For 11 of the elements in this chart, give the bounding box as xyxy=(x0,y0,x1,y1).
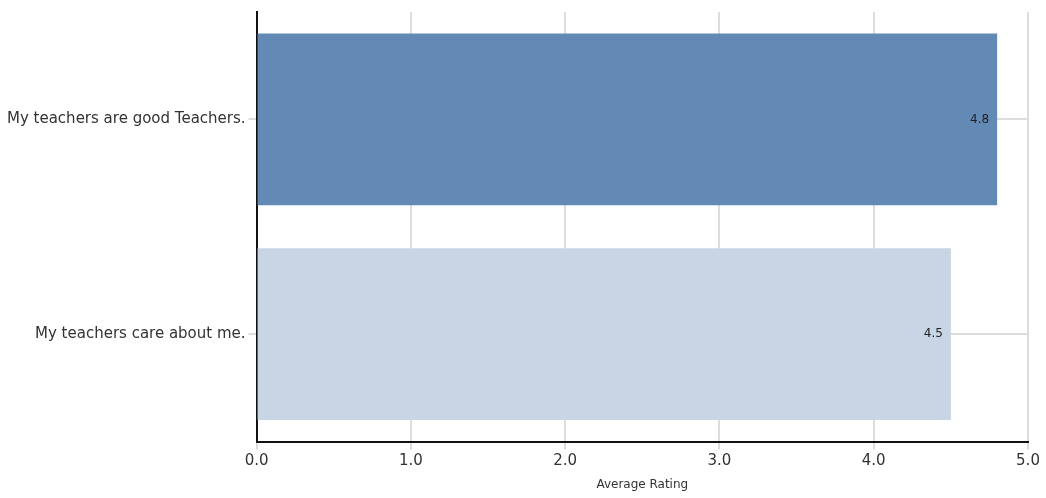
x-tick-label: 0.0 xyxy=(244,451,269,470)
x-tick-label: 5.0 xyxy=(1016,451,1040,470)
x-tick-label: 2.0 xyxy=(553,451,578,470)
x-tick-label: 3.0 xyxy=(707,451,732,470)
data-label: 4.8 xyxy=(970,111,990,126)
data-label: 4.5 xyxy=(923,326,943,341)
y-tick-label: My teachers are good Teachers. xyxy=(6,109,246,128)
x-tick-label: 1.0 xyxy=(398,451,423,470)
y-tick-label: My teachers care about me. xyxy=(35,324,246,343)
x-tick-label: 4.0 xyxy=(861,451,886,470)
x-axis-title: Average Rating xyxy=(596,476,689,491)
